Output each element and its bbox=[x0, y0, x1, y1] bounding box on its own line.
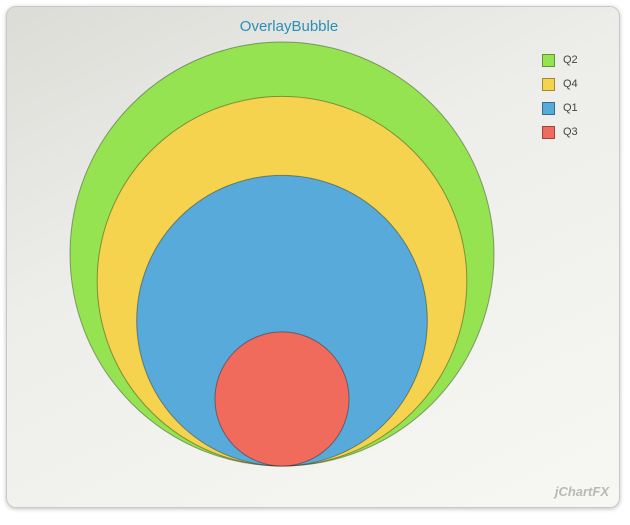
legend-item-q3[interactable]: Q3 bbox=[542, 120, 578, 144]
bubble-plot bbox=[69, 41, 495, 467]
legend-swatch bbox=[542, 125, 555, 139]
legend-item-q1[interactable]: Q1 bbox=[542, 96, 578, 120]
legend: Q2 Q4 Q1 Q3 bbox=[542, 48, 578, 144]
legend-swatch bbox=[542, 101, 555, 115]
chart-container: OverlayBubble Q2 Q4 Q1 Q3 jChartFX bbox=[6, 6, 620, 508]
legend-item-q4[interactable]: Q4 bbox=[542, 72, 578, 96]
legend-label: Q4 bbox=[563, 78, 578, 90]
jchartfx-logo: jChartFX bbox=[554, 484, 609, 499]
legend-item-q2[interactable]: Q2 bbox=[542, 48, 578, 72]
chart-title: OverlayBubble bbox=[239, 18, 339, 35]
legend-swatch bbox=[542, 53, 555, 67]
legend-label: Q2 bbox=[563, 54, 578, 66]
legend-label: Q1 bbox=[563, 102, 578, 114]
bubble-q3[interactable] bbox=[214, 331, 350, 467]
legend-label: Q3 bbox=[563, 126, 578, 138]
legend-swatch bbox=[542, 77, 555, 91]
